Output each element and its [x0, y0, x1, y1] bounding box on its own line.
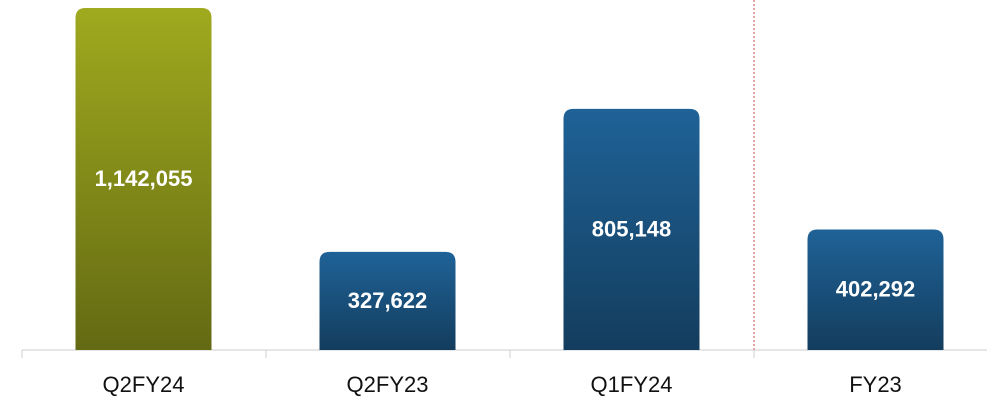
x-tick-label: Q2FY23 — [347, 372, 429, 397]
bar-shade — [807, 229, 944, 350]
x-tick-label: Q2FY24 — [103, 372, 185, 397]
bar-shade — [319, 251, 456, 350]
x-tick-label: FY23 — [849, 372, 902, 397]
value-label: 1,142,055 — [95, 166, 193, 191]
value-label: 402,292 — [836, 277, 916, 302]
bar-shade — [75, 8, 212, 350]
x-tick-label: Q1FY24 — [591, 372, 673, 397]
value-label: 327,622 — [348, 288, 428, 313]
value-label: 805,148 — [592, 216, 672, 241]
bar-shade — [563, 108, 700, 350]
